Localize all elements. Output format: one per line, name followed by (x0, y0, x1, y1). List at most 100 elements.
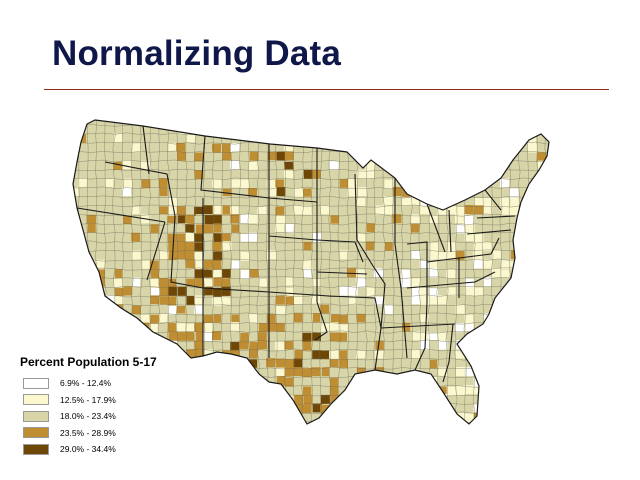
county-region (293, 179, 303, 189)
county-region (140, 160, 150, 170)
county-region (95, 179, 105, 188)
county-region (528, 242, 538, 252)
county-region (258, 187, 268, 197)
county-region (330, 178, 339, 188)
county-region (347, 385, 357, 395)
state-boundaries (76, 125, 516, 383)
county-region (122, 331, 132, 341)
county-region (383, 422, 393, 424)
county-region (329, 151, 339, 161)
county-region (392, 278, 402, 288)
county-region (366, 223, 376, 233)
county-region (437, 269, 447, 279)
county-region (167, 215, 177, 225)
county-region (500, 170, 510, 179)
county-region (410, 196, 420, 206)
county-region (321, 142, 331, 152)
county-region (537, 314, 547, 323)
county-region (339, 250, 349, 260)
county-region (204, 368, 214, 378)
county-region (447, 205, 457, 215)
county-region (339, 152, 349, 162)
county-region (221, 160, 231, 170)
county-region (312, 332, 322, 342)
county-region (536, 412, 546, 422)
county-region (420, 359, 430, 369)
county-region (249, 403, 259, 413)
county-region (419, 242, 429, 252)
county-region (222, 350, 231, 360)
county-region (518, 376, 528, 386)
county-region (356, 394, 366, 404)
county-region (537, 178, 547, 188)
county-region (320, 323, 330, 333)
county-region (348, 359, 357, 369)
county-region (141, 304, 151, 314)
county-region (411, 178, 421, 188)
county-region (275, 350, 285, 360)
county-region (519, 304, 529, 314)
county-region (212, 377, 222, 387)
county-region (140, 142, 150, 151)
county-region (284, 142, 294, 152)
county-region (464, 376, 474, 386)
county-region (258, 350, 268, 360)
county-region (293, 376, 303, 386)
county-region (537, 187, 547, 197)
county-region (538, 394, 547, 404)
county-region (194, 322, 204, 332)
county-region (528, 377, 538, 387)
county-region (221, 196, 231, 206)
county-region (492, 223, 502, 233)
county-region (329, 232, 339, 242)
county-region (114, 269, 124, 278)
county-region (141, 260, 151, 270)
county-region (320, 278, 330, 288)
county-region (239, 205, 249, 215)
county-region (483, 205, 493, 215)
county-region (204, 187, 213, 197)
county-region (204, 224, 214, 234)
county-region (194, 125, 204, 135)
county-region (420, 278, 430, 288)
county-region (545, 170, 549, 180)
county-region (366, 349, 376, 359)
legend-label: 6.9% - 12.4% (60, 378, 112, 389)
county-region (501, 295, 510, 305)
county-region (464, 233, 474, 243)
county-region (168, 206, 178, 216)
county-region (231, 232, 240, 242)
county-region (465, 367, 475, 377)
county-region (411, 205, 421, 215)
county-region (510, 197, 520, 207)
county-region (401, 296, 411, 306)
county-region (501, 241, 511, 251)
county-region (546, 431, 555, 440)
county-region (446, 133, 456, 143)
county-region (230, 214, 240, 224)
county-region (194, 152, 204, 162)
county-region (257, 413, 267, 423)
county-region (374, 242, 384, 252)
county-region (293, 223, 303, 233)
county-region (411, 170, 421, 180)
county-region (320, 377, 330, 387)
county-region (455, 286, 465, 296)
county-region (150, 295, 160, 305)
county-region (212, 322, 221, 332)
county-region (421, 413, 430, 423)
county-region (302, 359, 312, 369)
county-region (410, 304, 420, 314)
county-region (356, 241, 366, 251)
county-region (303, 295, 313, 304)
county-region (546, 323, 549, 333)
county-region (473, 133, 483, 143)
county-region (105, 269, 114, 278)
county-region (150, 187, 160, 197)
county-region (338, 314, 348, 324)
county-region (213, 305, 223, 315)
county-region (348, 242, 358, 252)
county-region (149, 120, 159, 125)
county-region (294, 215, 304, 225)
county-region (374, 322, 384, 332)
